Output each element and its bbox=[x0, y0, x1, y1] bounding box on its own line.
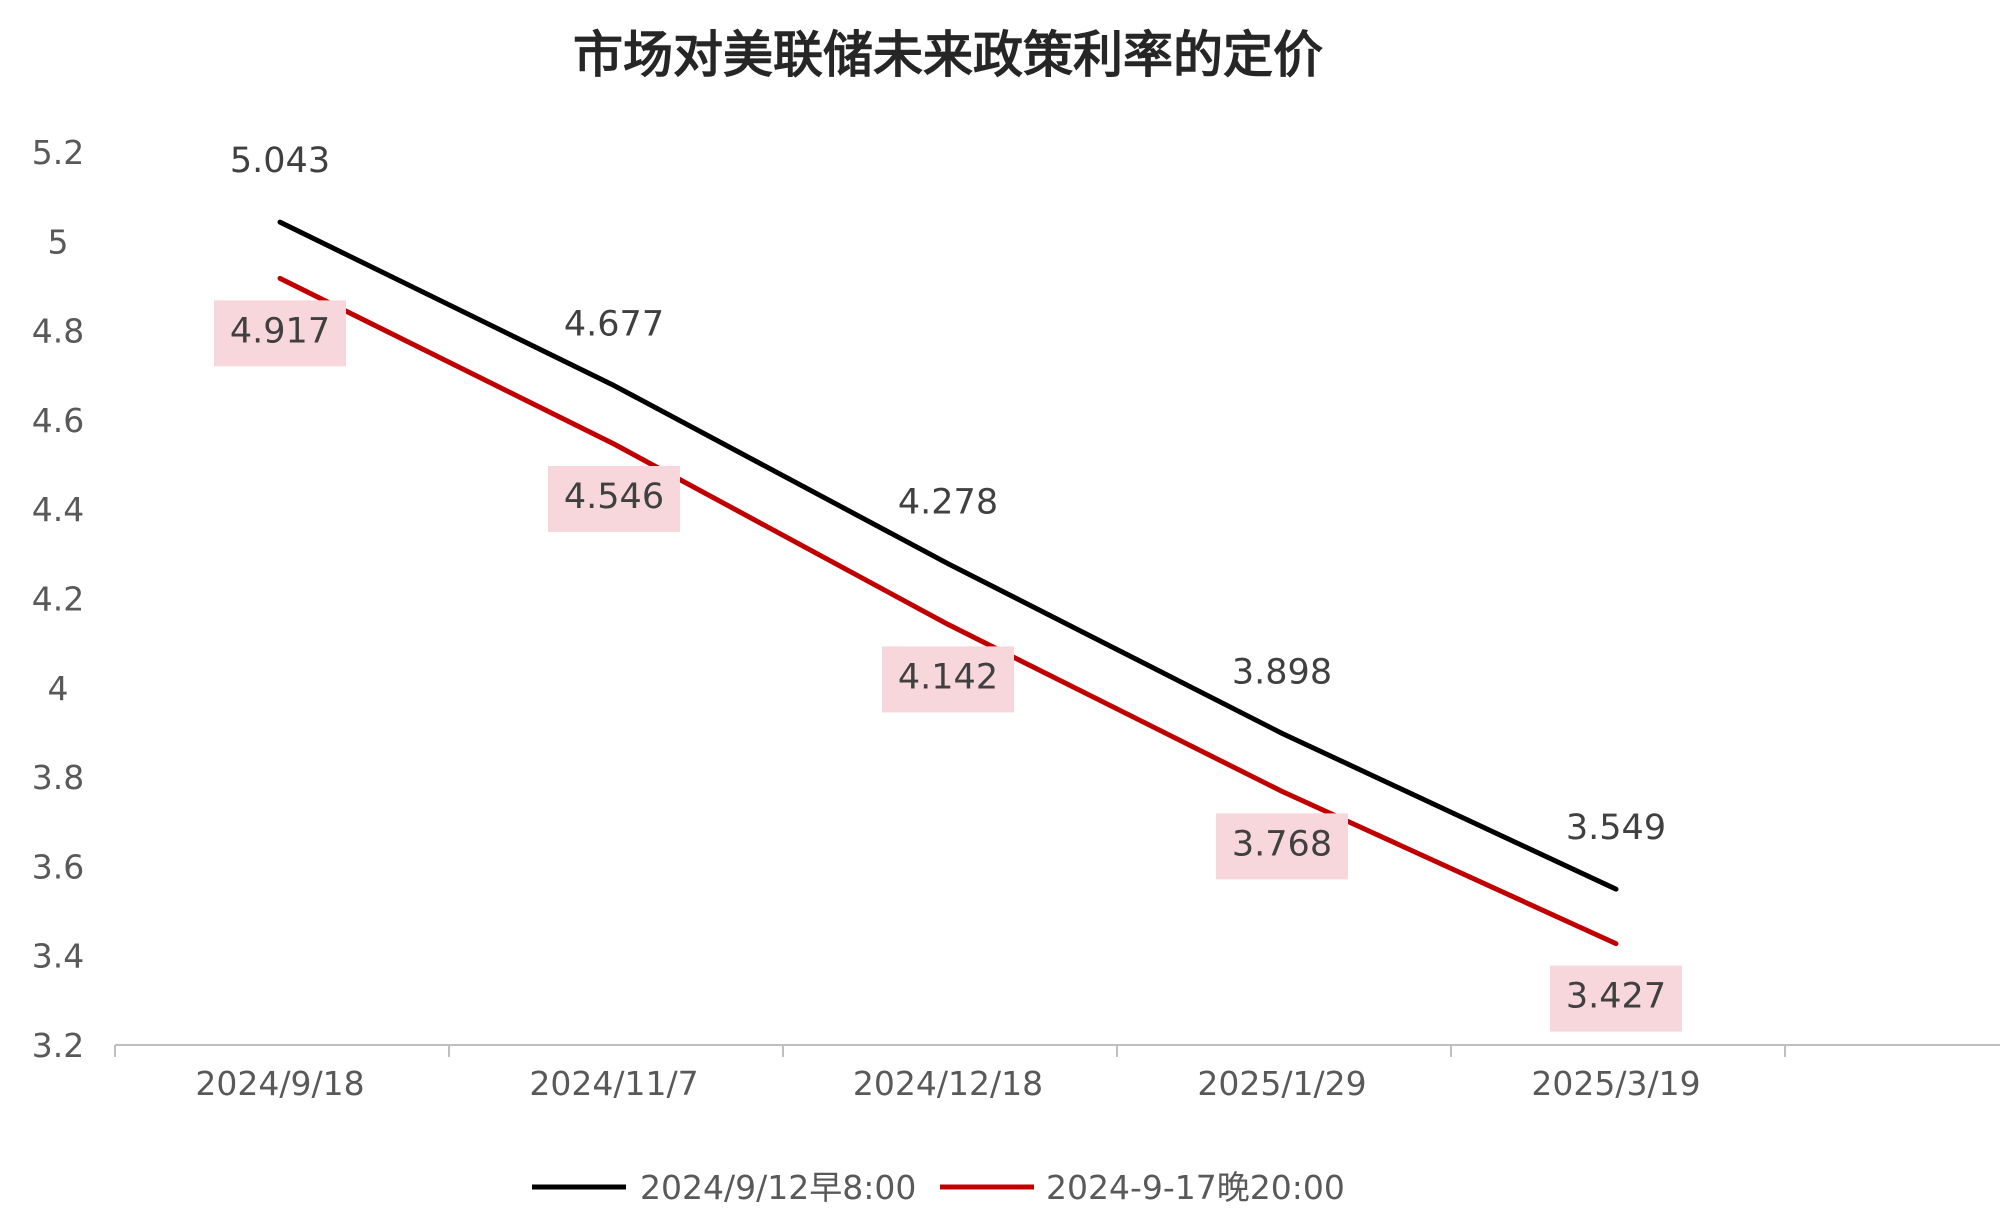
data-label: 4.677 bbox=[564, 305, 664, 345]
data-label-bg bbox=[1550, 965, 1682, 1032]
data-label: 5.043 bbox=[230, 141, 330, 181]
data-label-bg bbox=[548, 466, 680, 533]
series-line-1 bbox=[277, 219, 1619, 892]
legend-label-2: 2024-9-17晚20:00 bbox=[1046, 1168, 1345, 1207]
legend: 2024/9/12早8:00 2024-9-17晚20:00 bbox=[532, 1168, 1345, 1207]
x-tick-label: 2024/11/7 bbox=[529, 1064, 698, 1103]
data-label-bg bbox=[214, 300, 346, 367]
x-tick-label: 2024/9/18 bbox=[195, 1064, 364, 1103]
y-tick-label: 3.4 bbox=[32, 937, 84, 976]
y-tick-label: 4.8 bbox=[32, 312, 84, 351]
data-label: 3.427 bbox=[1566, 977, 1666, 1017]
data-label: 3.768 bbox=[1232, 824, 1332, 864]
series-line-2 bbox=[277, 275, 1619, 947]
data-label: 3.549 bbox=[1566, 808, 1666, 848]
data-label: 4.142 bbox=[898, 657, 998, 697]
data-label: 3.898 bbox=[1232, 652, 1332, 692]
legend-label-1: 2024/9/12早8:00 bbox=[640, 1168, 916, 1207]
y-tick-label: 3.2 bbox=[32, 1026, 84, 1065]
y-tick-label: 4.2 bbox=[32, 580, 84, 619]
data-labels: 5.043 4.677 4.278 3.898 3.549 4.917 4.546 4.142… bbox=[214, 141, 1682, 1032]
data-label-bg bbox=[1216, 813, 1348, 880]
y-tick-label: 4.4 bbox=[32, 490, 84, 529]
y-tick-label: 3.6 bbox=[32, 847, 84, 886]
y-tick-label: 5 bbox=[48, 222, 69, 261]
y-tick-label: 5.2 bbox=[32, 133, 84, 172]
x-tick-label: 2025/3/19 bbox=[1531, 1064, 1700, 1103]
x-tick-label: 2025/1/29 bbox=[1197, 1064, 1366, 1103]
data-label: 4.917 bbox=[230, 311, 330, 351]
data-label-bg bbox=[882, 646, 1014, 713]
chart-title: 市场对美联储未来政策利率的定价 bbox=[573, 26, 1323, 84]
series-layer bbox=[277, 219, 1619, 947]
data-label: 4.278 bbox=[898, 483, 998, 523]
data-label: 4.546 bbox=[564, 477, 664, 517]
x-tick-label: 2024/12/18 bbox=[853, 1064, 1043, 1103]
axes: 2024/9/18 2024/11/7 2024/12/18 2025/1/29 202… bbox=[32, 133, 2000, 1103]
y-tick-label: 4.6 bbox=[32, 401, 84, 440]
y-tick-label: 3.8 bbox=[32, 758, 84, 797]
y-tick-label: 4 bbox=[48, 669, 69, 708]
